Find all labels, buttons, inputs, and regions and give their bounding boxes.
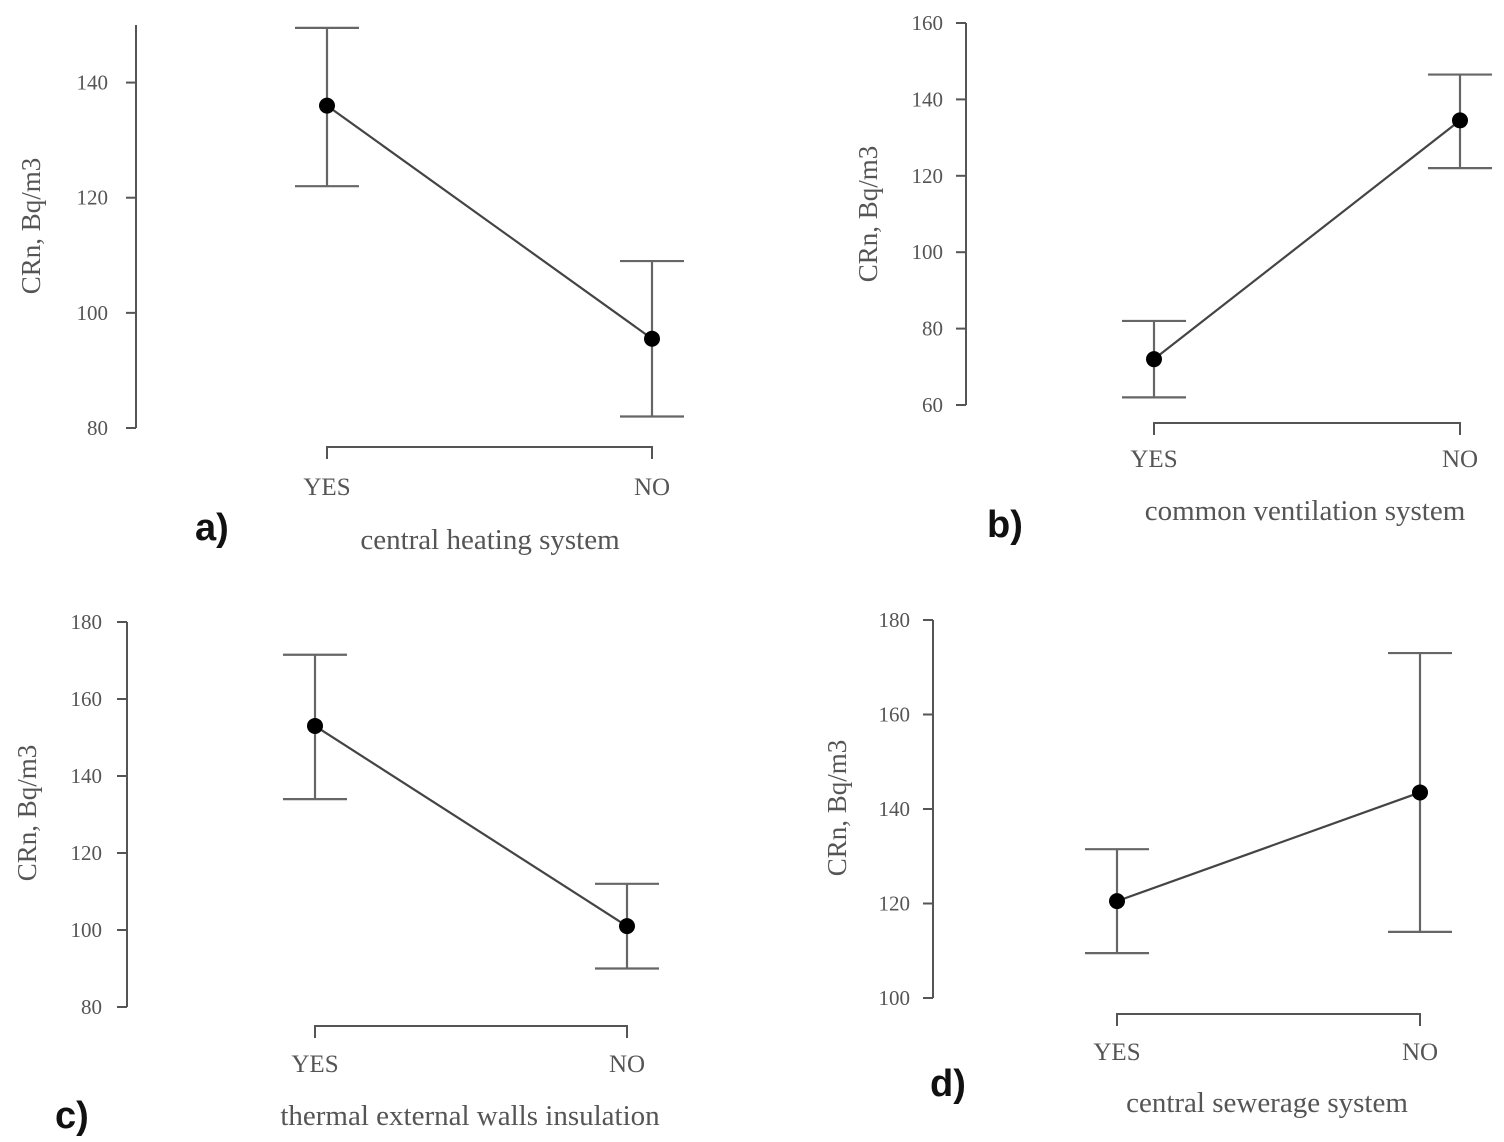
- y-tick-label: 120: [71, 841, 103, 865]
- x-axis-label: central sewerage system: [1126, 1087, 1408, 1119]
- x-axis-line: [1116, 1013, 1421, 1026]
- x-tick-label: YES: [1093, 1039, 1140, 1066]
- x-axis-label: central heating system: [360, 524, 620, 556]
- y-axis-label: CRn, Bq/m3: [12, 745, 42, 882]
- x-axis-line: [1153, 422, 1461, 435]
- panel-label: b): [987, 504, 1023, 546]
- x-axis-label: thermal external walls insulation: [280, 1100, 660, 1132]
- x-tick-label: NO: [634, 474, 670, 501]
- y-tick-label: 80: [87, 416, 108, 440]
- y-tick-label: 100: [912, 240, 944, 264]
- data-point: [1452, 112, 1468, 129]
- y-tick-label: 140: [879, 797, 911, 821]
- y-tick-label: 100: [71, 918, 103, 942]
- y-tick-label: 120: [879, 892, 911, 916]
- panel-label: c): [55, 1095, 89, 1137]
- y-tick-label: 180: [71, 610, 103, 634]
- y-axis-label: CRn, Bq/m3: [853, 146, 883, 283]
- y-tick-label: 160: [71, 687, 103, 711]
- y-tick-label: 160: [879, 703, 911, 727]
- y-tick-label: 120: [912, 164, 944, 188]
- y-axis-label: CRn, Bq/m3: [822, 740, 852, 877]
- data-point: [319, 97, 335, 114]
- y-tick-label: 180: [879, 608, 911, 632]
- y-tick-label: 120: [77, 186, 109, 210]
- y-tick-label: 60: [922, 393, 943, 417]
- data-point: [1109, 893, 1125, 910]
- y-tick-label: 100: [879, 986, 911, 1010]
- series-line: [1153, 119, 1461, 361]
- y-tick-label: 140: [77, 71, 109, 95]
- x-axis-line: [314, 1025, 628, 1038]
- y-tick-label: 140: [71, 764, 103, 788]
- x-tick-label: NO: [609, 1051, 645, 1078]
- series-line: [326, 104, 653, 340]
- panel-label: a): [195, 507, 229, 549]
- x-axis-label: common ventilation system: [1145, 495, 1466, 527]
- y-tick-label: 80: [922, 317, 943, 341]
- panel-label: d): [930, 1063, 966, 1105]
- y-tick-label: 140: [912, 87, 944, 111]
- y-axis-label: CRn, Bq/m3: [16, 158, 46, 295]
- y-tick-label: 80: [81, 995, 102, 1019]
- x-tick-label: NO: [1402, 1039, 1438, 1066]
- x-tick-label: YES: [1130, 446, 1177, 473]
- data-point: [619, 918, 635, 935]
- x-tick-label: YES: [291, 1051, 338, 1078]
- series-line: [314, 725, 628, 928]
- data-point: [644, 330, 660, 347]
- series-line: [1116, 791, 1421, 903]
- data-point: [1146, 351, 1162, 368]
- x-axis-line: [326, 446, 653, 459]
- x-tick-label: NO: [1442, 446, 1478, 473]
- data-point: [1412, 784, 1428, 801]
- y-tick-label: 100: [77, 301, 109, 325]
- y-tick-label: 160: [912, 11, 944, 35]
- x-tick-label: YES: [303, 474, 350, 501]
- data-point: [307, 717, 323, 734]
